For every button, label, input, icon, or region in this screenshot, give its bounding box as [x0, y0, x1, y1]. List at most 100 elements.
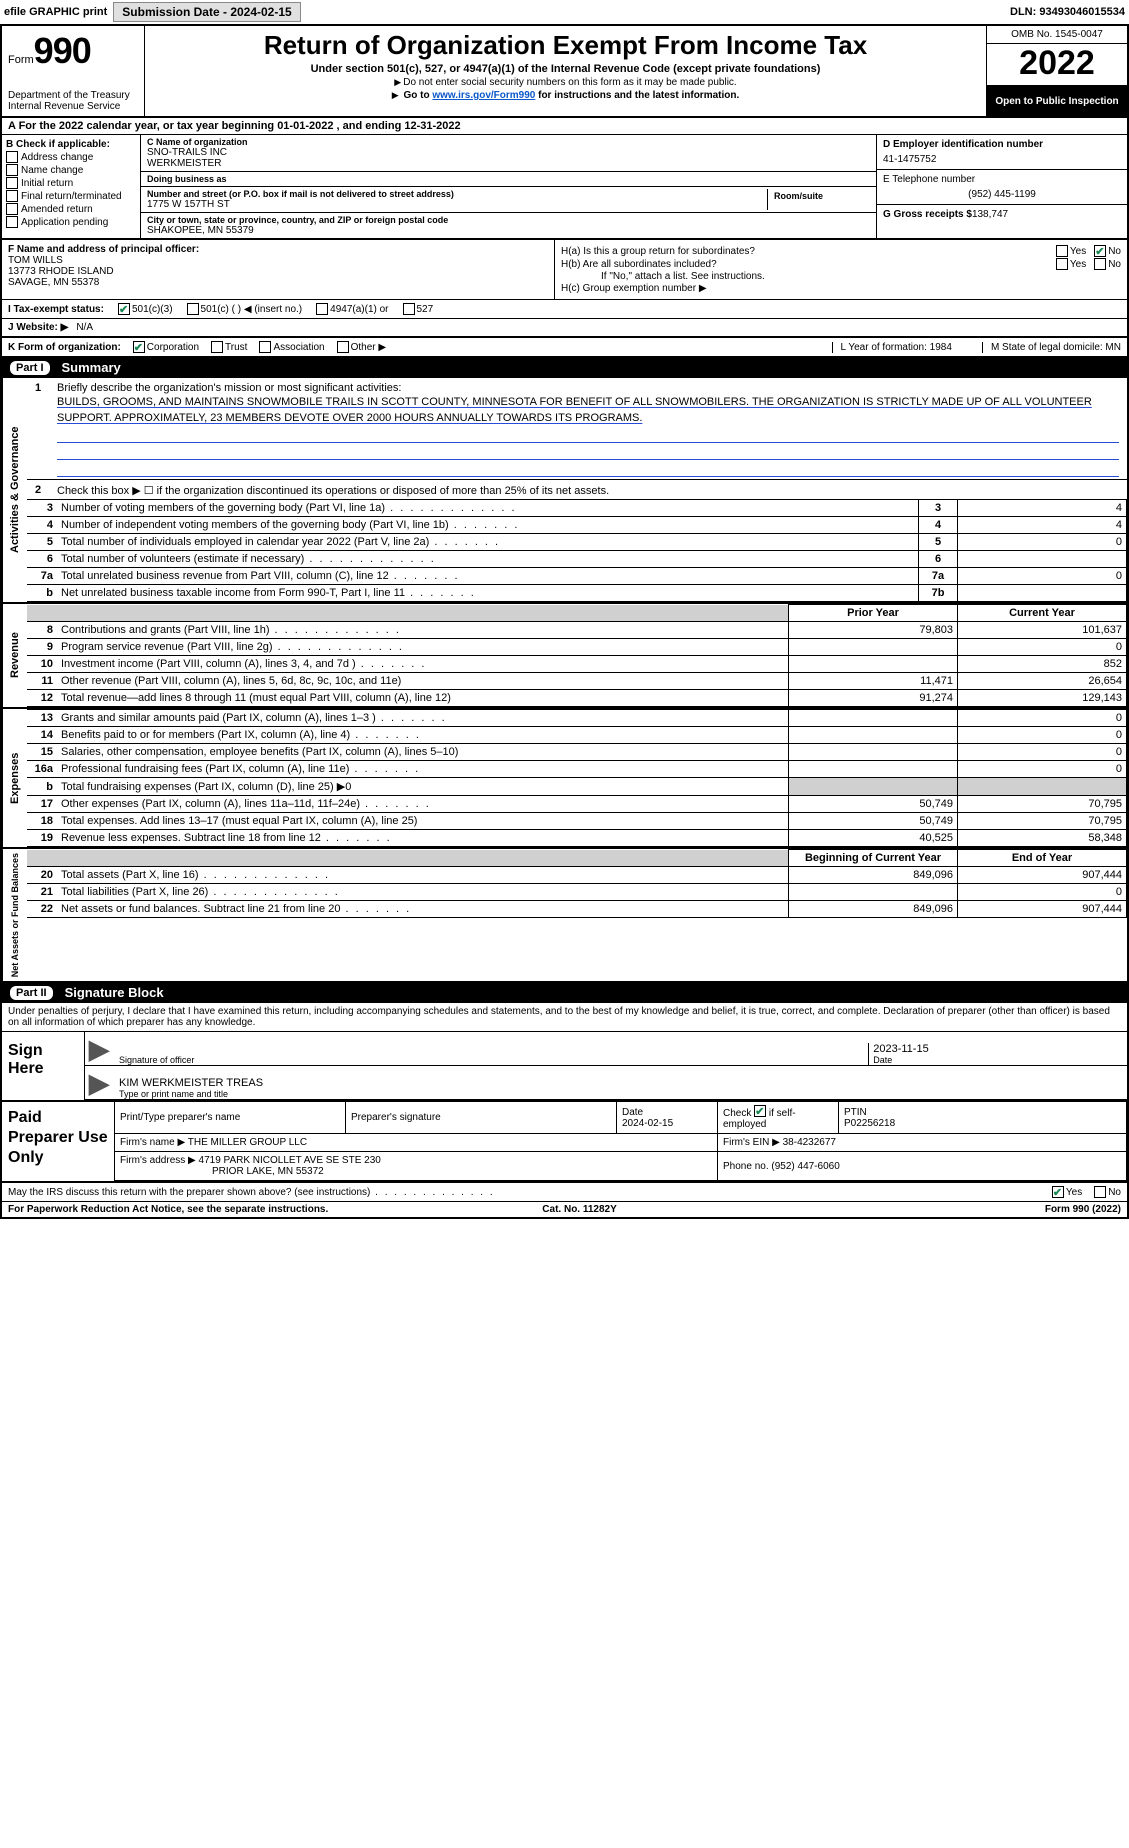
mission-text: BUILDS, GROOMS, AND MAINTAINS SNOWMOBILE… — [57, 396, 1092, 424]
org-name-row: C Name of organization SNO-TRAILS INC WE… — [141, 135, 876, 172]
k-other[interactable]: Other ▶ — [337, 341, 386, 353]
ha-no[interactable]: No — [1094, 245, 1121, 257]
te-501c3[interactable]: 501(c)(3) — [118, 303, 173, 315]
k-corp[interactable]: Corporation — [133, 341, 199, 353]
section-governance: Activities & Governance 1 Briefly descri… — [2, 378, 1127, 604]
sidetab-governance: Activities & Governance — [2, 378, 27, 602]
form-ref: Form 990 (2022) — [1045, 1204, 1121, 1215]
table-row: 5Total number of individuals employed in… — [27, 534, 1127, 551]
goto-note: Go to www.irs.gov/Form990 for instructio… — [153, 90, 978, 101]
te-527[interactable]: 527 — [403, 303, 434, 315]
g-label: G Gross receipts $ — [883, 209, 972, 220]
part1-title: Summary — [62, 360, 121, 375]
sig-officer-label: Signature of officer — [119, 1055, 194, 1065]
sig-date-value: 2023-11-15 — [873, 1043, 1123, 1055]
hdr-end: End of Year — [958, 850, 1127, 867]
section-revenue: Revenue Prior YearCurrent Year 8Contribu… — [2, 604, 1127, 709]
ptin-label: PTIN — [844, 1107, 867, 1118]
table-row: 17Other expenses (Part IX, column (A), l… — [27, 796, 1127, 813]
gross-value: 138,747 — [972, 209, 1008, 220]
table-row: 3Number of voting members of the governi… — [27, 500, 1127, 517]
te-4947[interactable]: 4947(a)(1) or — [316, 303, 388, 315]
b-label: B Check if applicable: — [6, 139, 136, 150]
paid-label: Paid Preparer Use Only — [2, 1102, 115, 1181]
org-name-2: WERKMEISTER — [147, 158, 870, 169]
open-to-public: Open to Public Inspection — [987, 86, 1127, 116]
chk-application-pending[interactable]: Application pending — [6, 216, 136, 228]
e-label: E Telephone number — [883, 174, 1121, 185]
hb-label: H(b) Are all subordinates included? — [561, 259, 1048, 270]
prep-date-label: Date — [622, 1107, 643, 1118]
table-row: 21Total liabilities (Part X, line 26)0 — [27, 884, 1127, 901]
k-trust[interactable]: Trust — [211, 341, 247, 353]
table-row: 20Total assets (Part X, line 16)849,0969… — [27, 867, 1127, 884]
form-header: Form990 Department of the Treasury Inter… — [2, 26, 1127, 118]
firm-addr1: 4719 PARK NICOLLET AVE SE STE 230 — [199, 1155, 381, 1166]
city-value: SHAKOPEE, MN 55379 — [147, 225, 870, 236]
check-self[interactable]: Check if self-employed — [723, 1108, 796, 1130]
officer-addr2: SAVAGE, MN 55378 — [8, 277, 548, 288]
chk-address-change[interactable]: Address change — [6, 151, 136, 163]
gov-table: 3Number of voting members of the governi… — [27, 499, 1127, 602]
chk-amended-return[interactable]: Amended return — [6, 203, 136, 215]
table-row: 14Benefits paid to or for members (Part … — [27, 727, 1127, 744]
period-row: A For the 2022 calendar year, or tax yea… — [2, 118, 1127, 135]
website-row: J Website: ▶ N/A — [2, 319, 1127, 338]
hb-yes[interactable]: Yes — [1056, 258, 1086, 270]
form-word: Form — [8, 54, 34, 66]
te-501c[interactable]: 501(c) ( ) ◀ (insert no.) — [187, 303, 303, 315]
tax-exempt-row: I Tax-exempt status: 501(c)(3) 501(c) ( … — [2, 300, 1127, 319]
table-row: Print/Type preparer's name Preparer's si… — [115, 1102, 1127, 1134]
d-label: D Employer identification number — [883, 139, 1121, 150]
cat-no: Cat. No. 11282Y — [542, 1204, 616, 1215]
officer-addr1: 13773 RHODE ISLAND — [8, 266, 548, 277]
hdr-beg: Beginning of Current Year — [789, 850, 958, 867]
sig-name-line: ▶ KIM WERKMEISTER TREAS Type or print na… — [85, 1066, 1127, 1100]
table-row: 4Number of independent voting members of… — [27, 517, 1127, 534]
table-row: Firm's name ▶ THE MILLER GROUP LLC Firm'… — [115, 1134, 1127, 1152]
ptin-value: P02256218 — [844, 1118, 895, 1129]
c-label: C Name of organization — [147, 137, 870, 147]
header-middle: Return of Organization Exempt From Incom… — [145, 26, 986, 116]
sign-here-label: Sign Here — [2, 1032, 85, 1100]
table-row: 9Program service revenue (Part VIII, lin… — [27, 639, 1127, 656]
table-row: 11Other revenue (Part VIII, column (A), … — [27, 673, 1127, 690]
col-b-checkboxes: B Check if applicable: Address change Na… — [2, 135, 141, 238]
l-year: L Year of formation: 1984 — [832, 342, 952, 353]
sign-here-row: Sign Here ▶ Signature of officer 2023-11… — [2, 1032, 1127, 1100]
table-row: 13Grants and similar amounts paid (Part … — [27, 710, 1127, 727]
ha-yes[interactable]: Yes — [1056, 245, 1086, 257]
phone-value: (952) 445-1199 — [883, 189, 1121, 200]
ein-value: 41-1475752 — [883, 154, 1121, 165]
firm-ein-value: 38-4232677 — [783, 1137, 836, 1148]
k-org-row: K Form of organization: Corporation Trus… — [2, 338, 1127, 358]
chk-final-return[interactable]: Final return/terminated — [6, 190, 136, 202]
sidetab-revenue: Revenue — [2, 604, 27, 707]
table-row: 12Total revenue—add lines 8 through 11 (… — [27, 690, 1127, 707]
type-name-label: Type or print name and title — [119, 1089, 228, 1099]
hdr-curr: Current Year — [958, 605, 1127, 622]
form-subtitle: Under section 501(c), 527, or 4947(a)(1)… — [153, 63, 978, 75]
firm-name-label: Firm's name ▶ — [120, 1137, 185, 1148]
submission-date-button[interactable]: Submission Date - 2024-02-15 — [113, 2, 300, 22]
efile-label: efile GRAPHIC print — [4, 6, 107, 18]
col-c-org: C Name of organization SNO-TRAILS INC WE… — [141, 135, 876, 238]
irs-link[interactable]: www.irs.gov/Form990 — [432, 90, 535, 101]
hb-line: H(b) Are all subordinates included? Yes … — [561, 258, 1121, 270]
section-netassets: Net Assets or Fund Balances Beginning of… — [2, 849, 1127, 983]
blank-line-2 — [57, 445, 1119, 460]
officer-name: TOM WILLS — [8, 255, 548, 266]
form-title: Return of Organization Exempt From Incom… — [153, 30, 978, 61]
k-assoc[interactable]: Association — [259, 341, 324, 353]
org-name-1: SNO-TRAILS INC — [147, 147, 870, 158]
ha-label: H(a) Is this a group return for subordin… — [561, 246, 1048, 257]
chk-initial-return[interactable]: Initial return — [6, 177, 136, 189]
table-row: 10Investment income (Part VIII, column (… — [27, 656, 1127, 673]
discuss-no[interactable]: No — [1094, 1186, 1121, 1198]
sidetab-netassets: Net Assets or Fund Balances — [2, 849, 27, 981]
hb-no[interactable]: No — [1094, 258, 1121, 270]
net-table: Beginning of Current YearEnd of Year 20T… — [27, 849, 1127, 918]
street-row: Number and street (or P.O. box if mail i… — [141, 187, 876, 213]
discuss-yes[interactable]: Yes — [1052, 1186, 1082, 1198]
chk-name-change[interactable]: Name change — [6, 164, 136, 176]
